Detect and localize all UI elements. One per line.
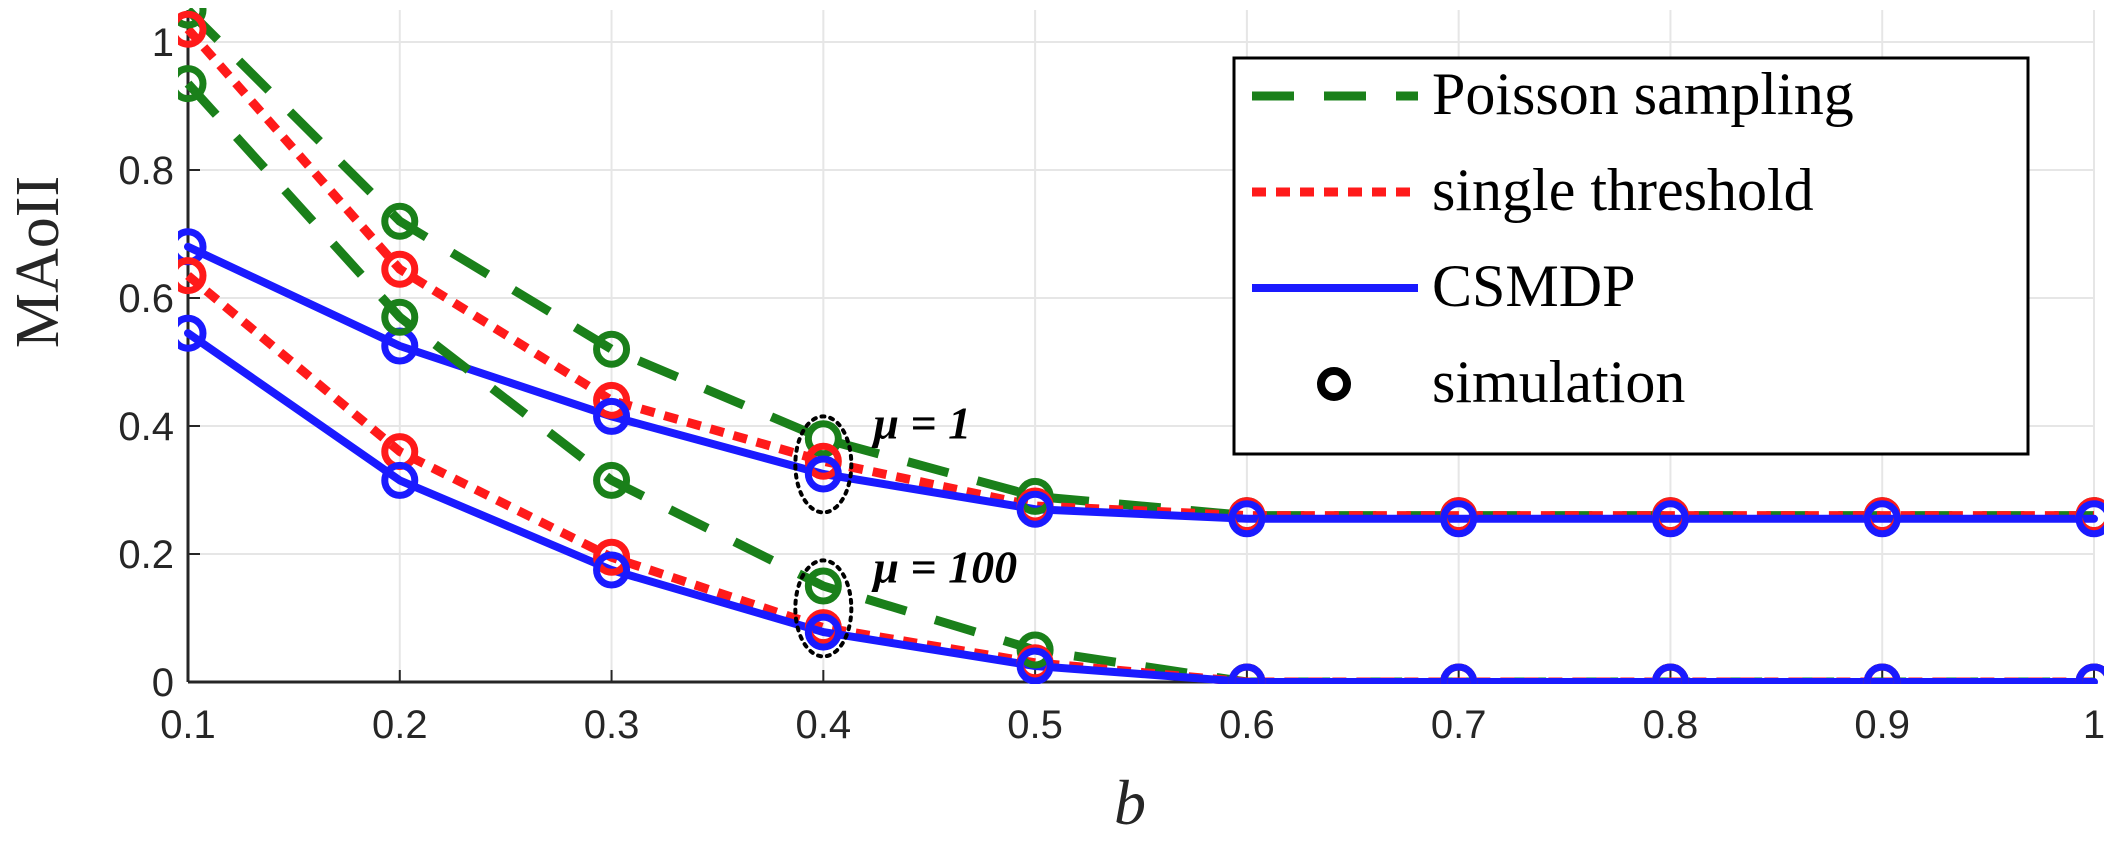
data-point-csmdp-mu100-3 — [804, 613, 842, 651]
data-point-csmdp-mu100-4 — [1016, 647, 1054, 684]
y-tick-label-4: 0.8 — [118, 149, 174, 193]
data-point-single-mu1-1 — [381, 250, 419, 288]
annotation-label-1: μ = 100 — [871, 541, 1017, 592]
data-point-csmdp-mu100-9 — [2075, 663, 2104, 684]
data-point-poisson-mu1-0 — [178, 8, 207, 29]
data-point-csmdp-mu1-9 — [2075, 500, 2104, 538]
legend-label-single: single threshold — [1432, 157, 1814, 223]
data-point-poisson-mu100-1 — [381, 298, 419, 336]
x-tick-label-3: 0.4 — [796, 703, 852, 747]
legend: Poisson sampling single threshold CSMDP sim… — [1232, 56, 2030, 456]
data-point-csmdp-mu100-1 — [381, 461, 419, 499]
x-axis-label: b — [1114, 767, 1146, 838]
data-point-csmdp-mu1-6 — [1440, 500, 1478, 538]
y-tick-label-0: 0 — [152, 661, 174, 705]
legend-box — [1232, 56, 2030, 456]
data-point-poisson-mu1-1 — [381, 202, 419, 240]
x-tick-label-6: 0.7 — [1431, 703, 1487, 747]
data-point-single-mu1-2 — [593, 381, 631, 419]
data-point-poisson-mu1-3 — [804, 420, 842, 458]
x-tick-label-7: 0.8 — [1643, 703, 1699, 747]
data-point-csmdp-mu100-2 — [593, 551, 631, 589]
data-point-poisson-mu100-2 — [593, 461, 631, 499]
data-point-single-mu1-0 — [178, 10, 207, 48]
series-layer — [178, 8, 2104, 684]
data-point-csmdp-mu100-5 — [1228, 663, 1266, 684]
legend-label-csmdp: CSMDP — [1432, 253, 1635, 319]
data-point-poisson-mu1-2 — [593, 330, 631, 368]
annotation-label-0: μ = 1 — [871, 397, 971, 448]
data-point-poisson-mu100-3 — [804, 567, 842, 605]
y-tick-label-5: 1 — [152, 21, 174, 65]
y-tick-label-1: 0.2 — [118, 533, 174, 577]
data-point-csmdp-mu100-0 — [178, 314, 207, 352]
legend-label-poisson: Poisson sampling — [1432, 61, 1854, 127]
x-tick-label-9: 1 — [2083, 703, 2105, 747]
data-point-csmdp-mu1-3 — [804, 455, 842, 493]
x-tick-label-2: 0.3 — [584, 703, 640, 747]
data-point-csmdp-mu1-5 — [1228, 500, 1266, 538]
data-point-poisson-mu100-4 — [1016, 631, 1054, 669]
series-line-poisson-mu100 — [184, 80, 2094, 684]
series-line-csmdp-mu1 — [184, 242, 2098, 523]
data-point-csmdp-mu1-8 — [1863, 500, 1901, 538]
annotations: μ = 1 μ = 100 — [793, 397, 1017, 659]
legend-marker-simulation — [1317, 367, 1351, 401]
axes: 0.1 0.2 0.3 0.4 0.5 0.6 0.7 0.8 0.9 1 0 0.2 0.4 0.6 0.… — [118, 10, 2105, 747]
legend-label-marker: simulation — [1432, 349, 1685, 415]
annotation-ellipse-0 — [793, 414, 854, 515]
x-tick-label-8: 0.9 — [1854, 703, 1910, 747]
x-tick-label-0: 0.1 — [160, 703, 216, 747]
data-point-single-mu100-0 — [178, 257, 207, 295]
data-point-csmdp-mu100-6 — [1440, 663, 1478, 684]
y-tick-label-3: 0.6 — [118, 277, 174, 321]
x-tick-label-4: 0.5 — [1007, 703, 1063, 747]
data-point-single-mu100-2 — [593, 538, 631, 576]
data-point-single-mu1-3 — [804, 442, 842, 480]
data-point-csmdp-mu1-2 — [593, 397, 631, 435]
y-tick-label-2: 0.4 — [118, 405, 174, 449]
y-axis-label: MAoII — [4, 176, 72, 348]
x-tick-label-5: 0.6 — [1219, 703, 1275, 747]
data-point-csmdp-mu1-7 — [1651, 500, 1689, 538]
data-point-csmdp-mu100-7 — [1651, 663, 1689, 684]
series-line-csmdp-mu100 — [184, 329, 2098, 684]
annotation-ellipse-1 — [793, 558, 854, 659]
x-tick-label-1: 0.2 — [372, 703, 428, 747]
data-point-csmdp-mu100-8 — [1863, 663, 1901, 684]
data-point-poisson-mu100-0 — [178, 65, 207, 103]
data-point-csmdp-mu1-4 — [1016, 490, 1054, 528]
